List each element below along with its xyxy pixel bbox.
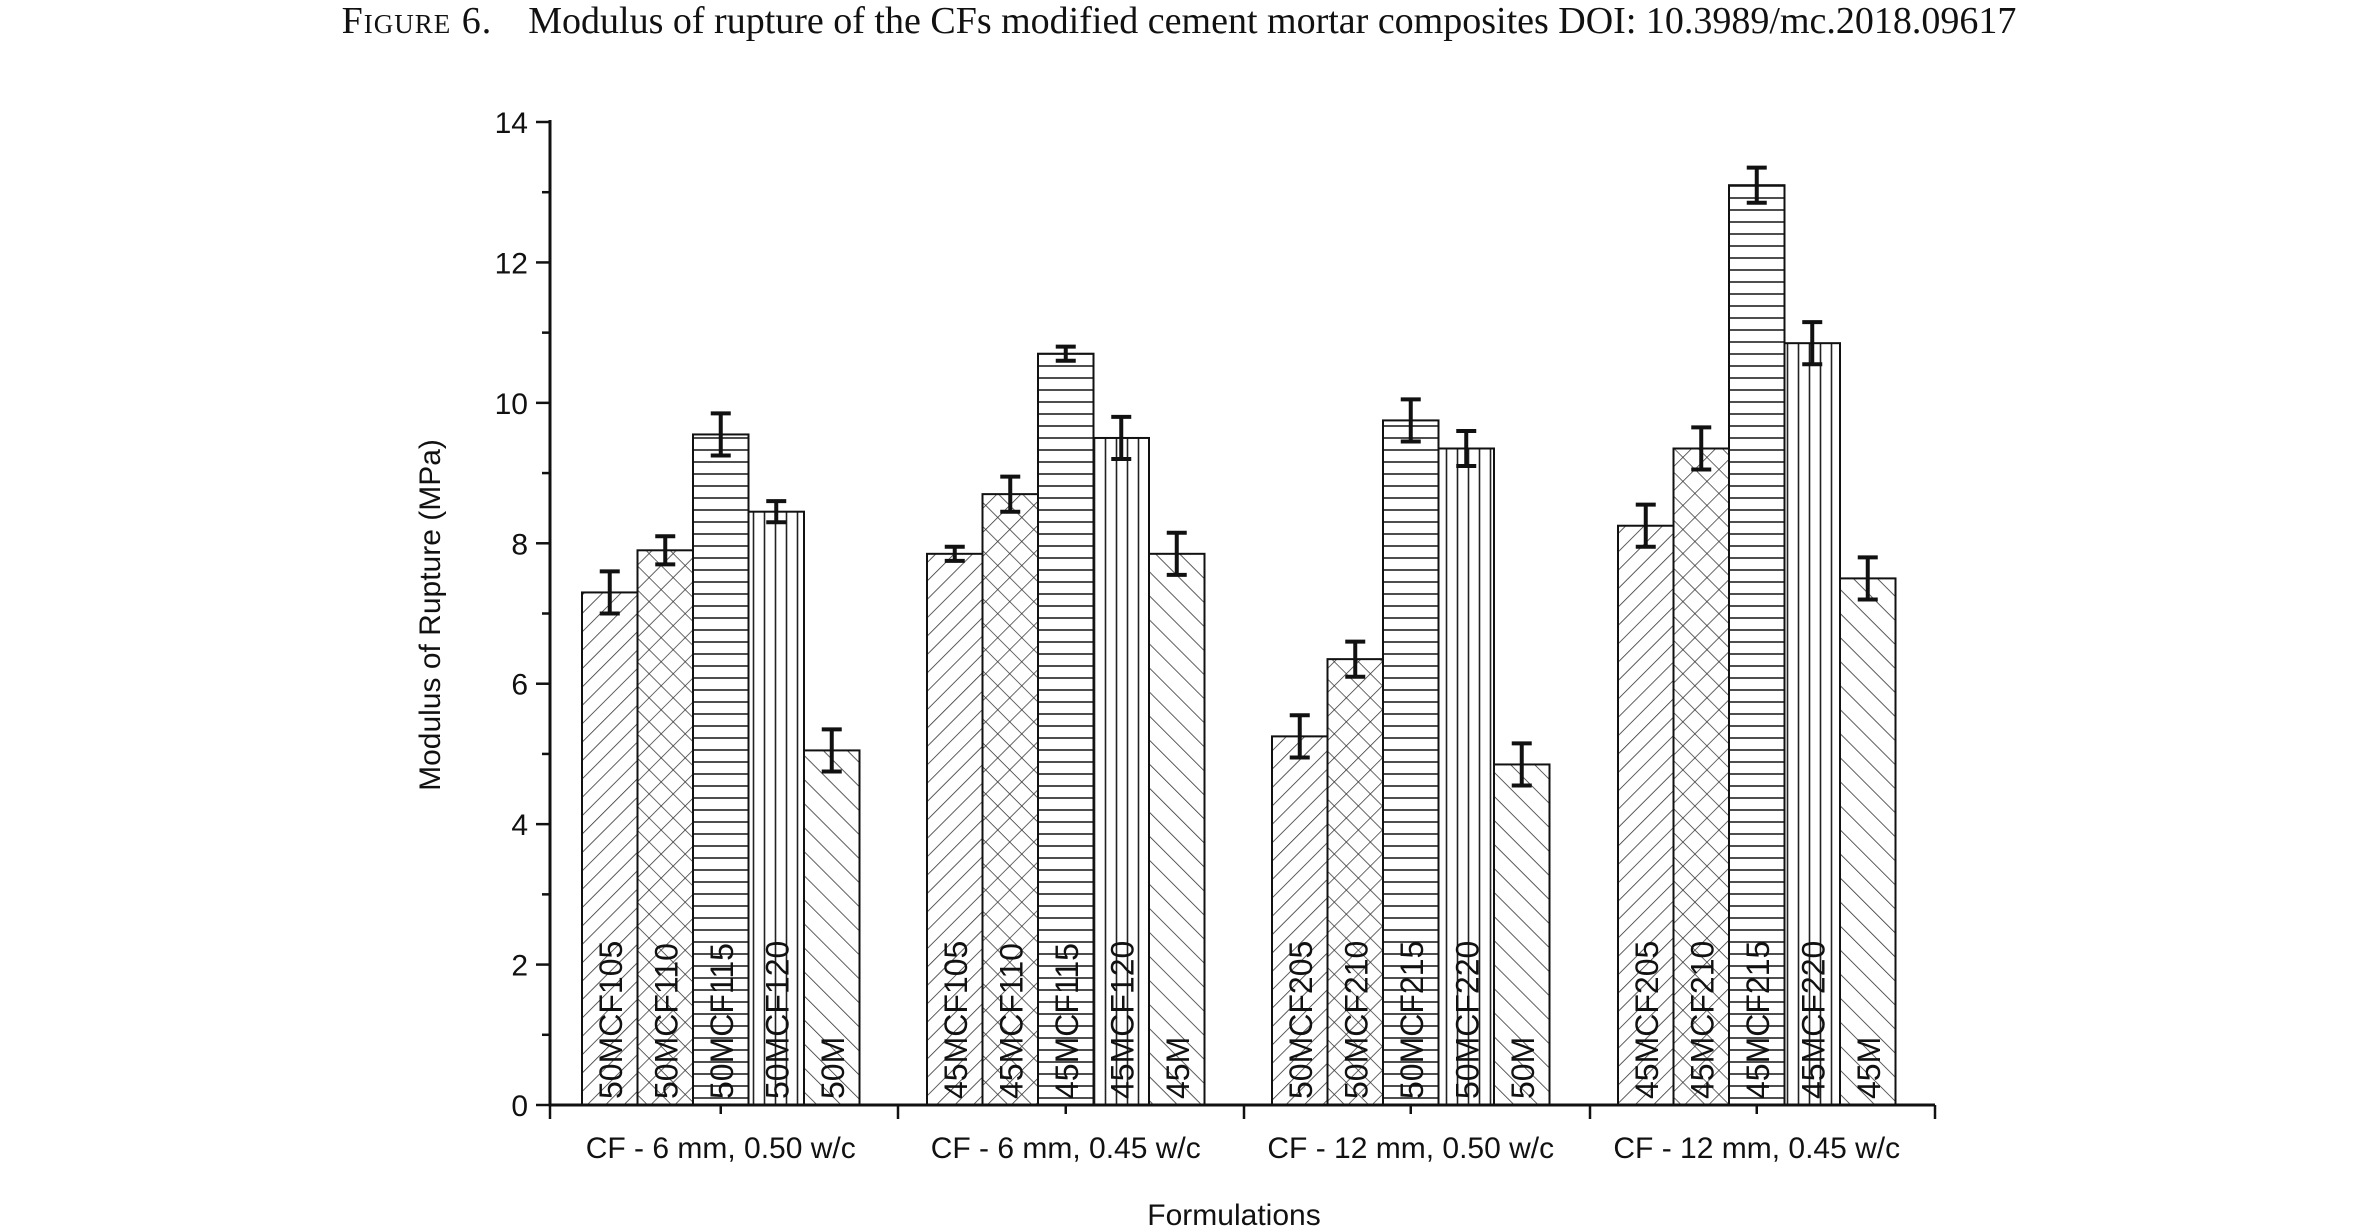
y-tick-label-2: 2 bbox=[511, 950, 528, 983]
x-tick-label-0: CF - 6 mm, 0.50 w/c bbox=[586, 1132, 856, 1165]
y-tick-label-6: 6 bbox=[511, 669, 528, 702]
bar-label-0-3: 50MCF120 bbox=[759, 941, 795, 1099]
axes-layer: CF - 6 mm, 0.50 w/c CF - 6 mm, 0.45 w/c CF… bbox=[495, 107, 1937, 1165]
y-axis-label: Modulus of Rupture (MPa) bbox=[414, 439, 447, 791]
bar-label-0-4: 50M bbox=[815, 1037, 851, 1099]
figure-label: Figure 6. bbox=[341, 0, 493, 42]
x-tick-label-1: CF - 6 mm, 0.45 w/c bbox=[931, 1132, 1201, 1165]
bar-label-1-3: 45MCF120 bbox=[1104, 941, 1140, 1099]
bar-2-0 bbox=[1271, 735, 1329, 1106]
bar-label-3-0: 45MCF205 bbox=[1629, 941, 1665, 1099]
y-tick-label-0: 0 bbox=[511, 1090, 528, 1123]
bars-layer: 50MCF105 50MCF110 50MCF115 50MCF120 50M 45MCF… bbox=[581, 165, 1897, 1107]
bar-1-2 bbox=[1037, 352, 1095, 1106]
y-tick-label-4: 4 bbox=[511, 809, 528, 842]
bar-3-2 bbox=[1728, 184, 1786, 1106]
y-tick-label-8: 8 bbox=[511, 528, 528, 561]
bar-1-4 bbox=[1148, 552, 1206, 1106]
bar-label-0-0: 50MCF105 bbox=[593, 941, 629, 1099]
bar-0-4 bbox=[803, 749, 861, 1106]
bar-label-1-4: 45M bbox=[1160, 1037, 1196, 1099]
bar-label-0-2: 50MCF115 bbox=[704, 943, 740, 1099]
bar-label-1-2: 45MCF115 bbox=[1049, 943, 1085, 1099]
figure-caption: Figure 6. Modulus of rupture of the CFs m… bbox=[0, 0, 2358, 40]
bar-label-2-4: 50M bbox=[1505, 1037, 1541, 1099]
x-tick-label-2: CF - 12 mm, 0.50 w/c bbox=[1267, 1132, 1554, 1165]
x-tick-label-3: CF - 12 mm, 0.45 w/c bbox=[1613, 1132, 1900, 1165]
x-axis-label: Formulations bbox=[1147, 1199, 1320, 1228]
bar-3-4 bbox=[1839, 577, 1897, 1106]
bar-label-2-3: 50MCF220 bbox=[1449, 941, 1485, 1099]
y-tick-label-12: 12 bbox=[495, 247, 528, 280]
bar-label-1-1: 45MCF110 bbox=[993, 943, 1029, 1099]
bar-label-1-0: 45MCF105 bbox=[938, 941, 974, 1099]
bar-3-0 bbox=[1617, 524, 1675, 1106]
bar-2-1 bbox=[1326, 658, 1384, 1106]
bar-label-3-2: 45MCF215 bbox=[1740, 941, 1776, 1099]
y-tick-label-14: 14 bbox=[495, 107, 528, 140]
figure-caption-text: Modulus of rupture of the CFs modified c… bbox=[528, 0, 2017, 42]
bar-1-1 bbox=[981, 493, 1039, 1106]
bar-label-3-3: 45MCF220 bbox=[1795, 941, 1831, 1099]
bar-label-2-2: 50MCF215 bbox=[1394, 941, 1430, 1099]
bar-label-2-1: 50MCF210 bbox=[1338, 941, 1374, 1099]
bar-0-3 bbox=[747, 510, 805, 1107]
y-tick-label-10: 10 bbox=[495, 388, 528, 421]
bar-label-3-1: 45MCF210 bbox=[1684, 941, 1720, 1099]
bar-label-0-1: 50MCF110 bbox=[648, 943, 684, 1099]
bar-label-2-0: 50MCF205 bbox=[1283, 941, 1319, 1099]
bar-label-3-4: 45M bbox=[1851, 1037, 1887, 1099]
